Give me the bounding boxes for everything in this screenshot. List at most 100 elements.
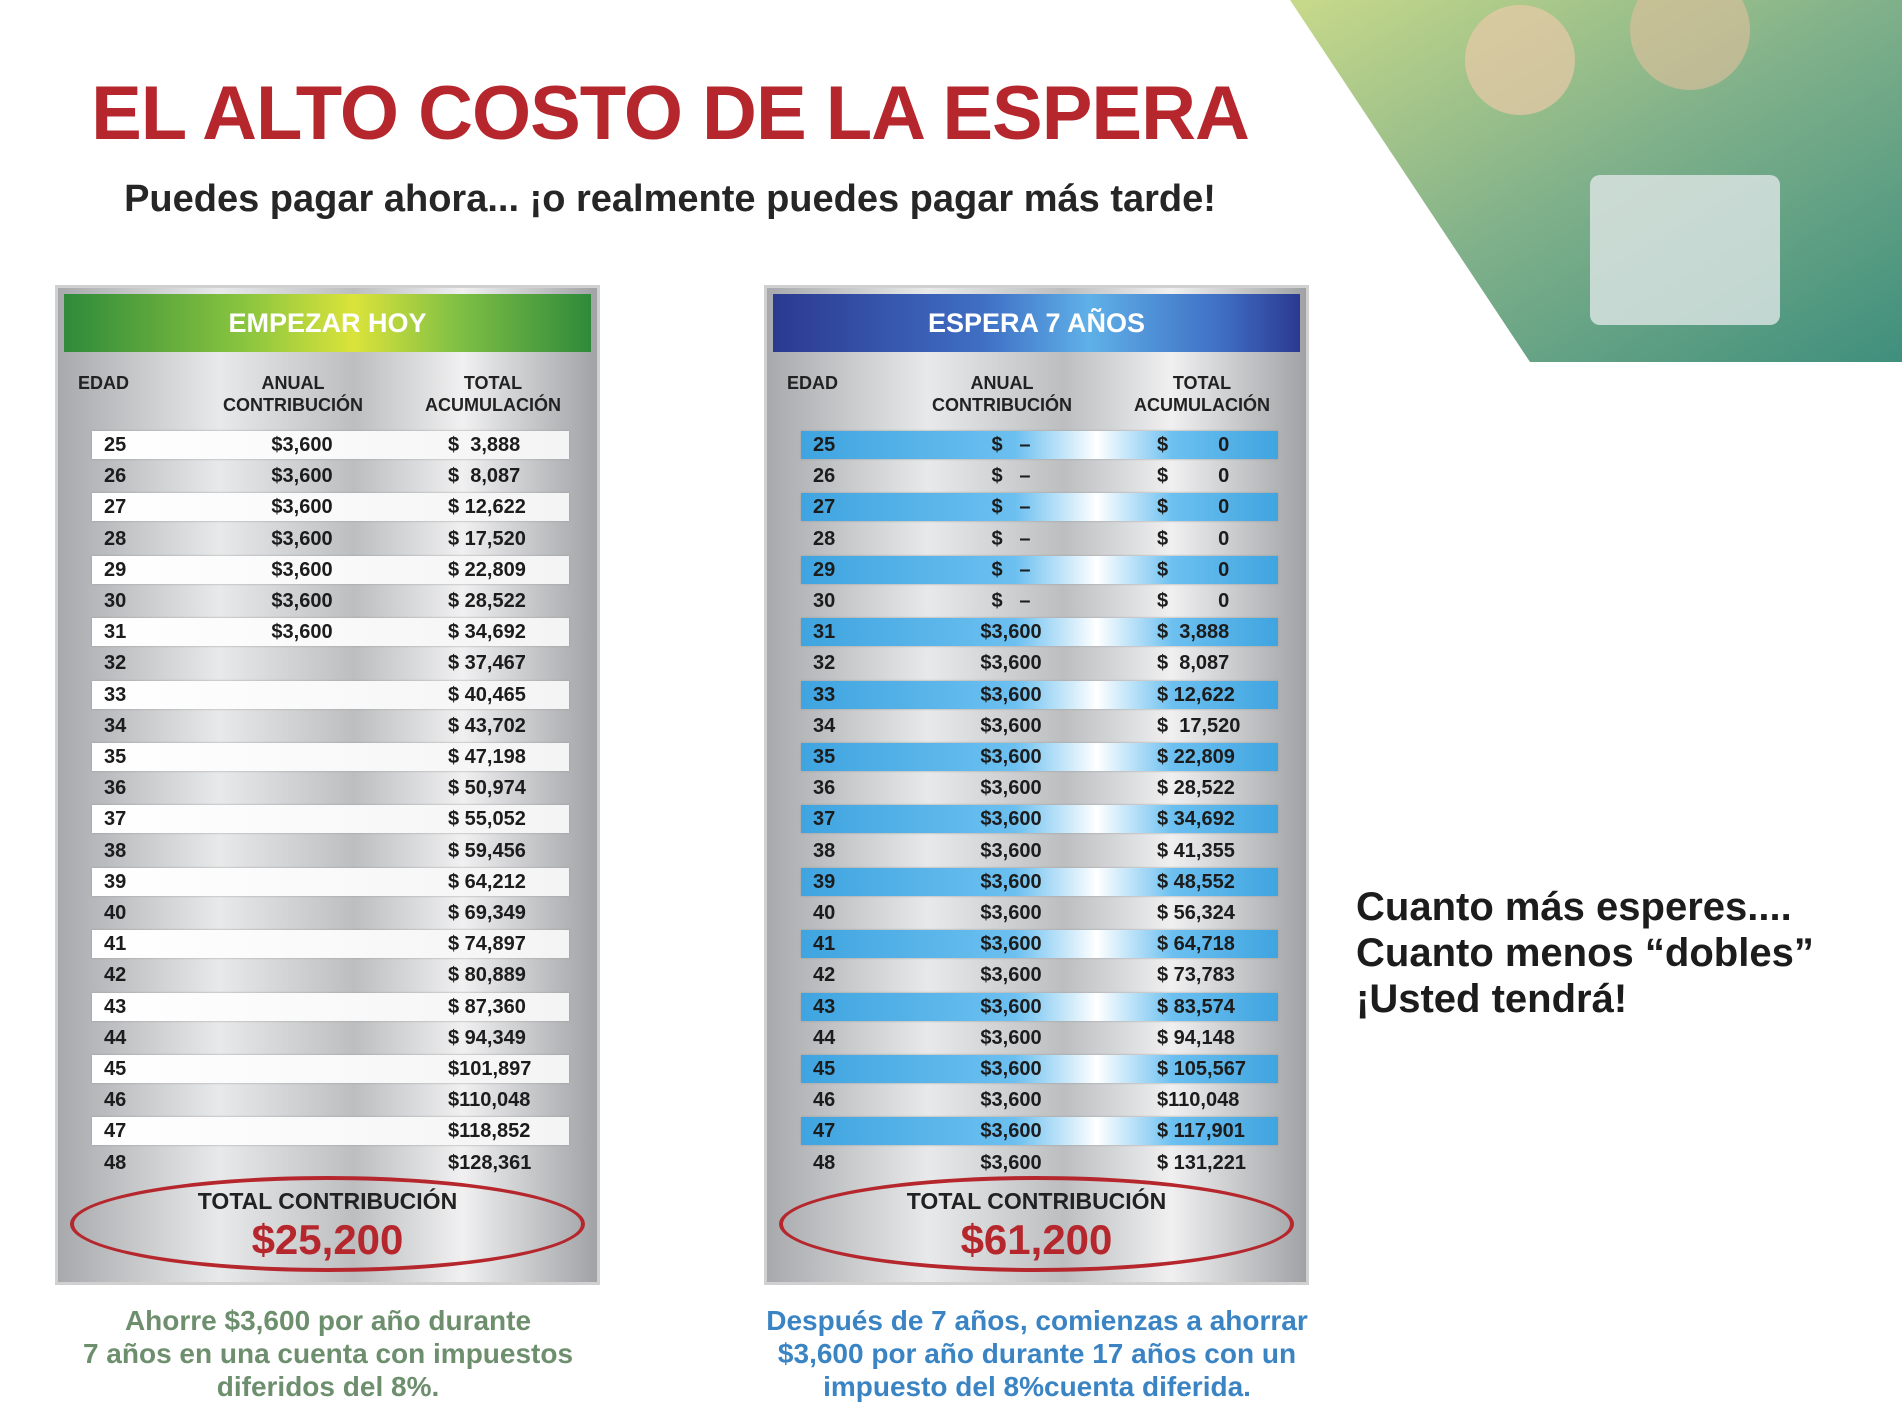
age-cell: 35: [813, 746, 836, 768]
table-row: 27 $3,600 $ 12,622: [92, 493, 569, 522]
table-row: 44 $3,600 $ 94,148: [801, 1024, 1278, 1052]
total-cell: $ 17,520: [448, 527, 526, 550]
table-row: 31 $3,600 $ 34,692: [92, 618, 569, 647]
total-cell: $ 0: [1157, 434, 1230, 456]
total-cell: $ 34,692: [448, 621, 526, 644]
age-cell: 39: [104, 870, 127, 893]
note-line: 7 años en una cuenta con impuestos: [82, 1338, 574, 1369]
total-cell: $110,048: [1157, 1089, 1240, 1112]
total-cell: $ 64,718: [1157, 933, 1235, 956]
table-row: 33 $3,600 $ 12,622: [801, 680, 1278, 709]
age-cell: 26: [104, 465, 127, 488]
age-cell: 28: [104, 527, 127, 550]
total-cell: $ 22,809: [1157, 746, 1235, 768]
total-cell: $ 0: [1157, 590, 1230, 612]
photo-face: [1465, 5, 1575, 115]
table-row: 41 $3,600 $ 64,718: [801, 930, 1278, 959]
contribution-cell: $3,600: [271, 558, 333, 581]
age-cell: 47: [104, 1120, 127, 1143]
age-cell: 43: [104, 995, 127, 1018]
age-cell: 35: [104, 746, 127, 768]
contribution-cell: $3,600: [271, 434, 333, 456]
contribution-cell: $3,600: [980, 964, 1042, 987]
table-row: 41 $ 74,897: [92, 930, 569, 959]
table-row: 39 $3,600 $ 48,552: [801, 867, 1278, 896]
table-row: 26 $ – $ 0: [801, 462, 1278, 490]
table-row: 44 $ 94,349: [92, 1024, 569, 1052]
table-row: 45 $3,600 $ 105,567: [801, 1055, 1278, 1083]
table-note: Después de 7 años, comienzas a ahorrar $3…: [747, 1304, 1327, 1403]
total-ellipse: [779, 1176, 1294, 1272]
total-cell: $ 12,622: [1157, 683, 1235, 706]
contribution-cell: $3,600: [980, 1026, 1042, 1049]
table-row: 42 $3,600 $ 73,783: [801, 961, 1278, 989]
age-cell: 41: [813, 933, 836, 956]
table-row: 26 $3,600 $ 8,087: [92, 462, 569, 490]
total-cell: $ 83,574: [1157, 995, 1235, 1018]
age-cell: 25: [813, 434, 836, 456]
total-cell: $101,897: [448, 1058, 532, 1080]
contribution-cell: $3,600: [980, 746, 1042, 768]
contribution-cell: $3,600: [980, 995, 1042, 1018]
total-cell: $ 28,522: [448, 590, 526, 612]
contribution-cell: $3,600: [980, 1151, 1042, 1174]
total-cell: $ 41,355: [1157, 839, 1235, 862]
table-row: 28 $ – $ 0: [801, 525, 1278, 553]
total-cell: $ 73,783: [1157, 964, 1235, 987]
table-row: 33 $ 40,465: [92, 680, 569, 709]
contribution-cell: $3,600: [980, 1089, 1042, 1112]
table-row: 29 $ – $ 0: [801, 555, 1278, 584]
total-cell: $ 37,467: [448, 652, 526, 675]
table-row: 37 $3,600 $ 34,692: [801, 805, 1278, 834]
contribution-cell: $3,600: [271, 621, 333, 644]
age-cell: 32: [104, 652, 127, 675]
total-cell: $ 47,198: [448, 746, 526, 768]
age-cell: 34: [104, 714, 127, 737]
age-cell: 40: [104, 902, 127, 924]
table-row: 25 $3,600 $ 3,888: [92, 431, 569, 459]
table-row: 36 $ 50,974: [92, 774, 569, 802]
age-cell: 40: [813, 902, 836, 924]
contribution-cell: $3,600: [980, 839, 1042, 862]
age-cell: 42: [813, 964, 836, 987]
total-cell: $ 48,552: [1157, 870, 1235, 893]
subtitle: Puedes pagar ahora... ¡o realmente puede…: [124, 178, 1216, 220]
contribution-cell: $3,600: [980, 902, 1042, 924]
total-cell: $ 0: [1157, 496, 1230, 519]
total-cell: $ 131,221: [1157, 1151, 1246, 1174]
table-row: 43 $3,600 $ 83,574: [801, 992, 1278, 1021]
table-row: 48 $3,600 $ 131,221: [801, 1149, 1278, 1177]
total-cell: $ 12,622: [448, 496, 526, 519]
table-row: 42 $ 80,889: [92, 961, 569, 989]
age-cell: 30: [813, 590, 836, 612]
contribution-cell: $3,600: [980, 933, 1042, 956]
table-row: 27 $ – $ 0: [801, 493, 1278, 522]
table-note: Ahorre $3,600 por año durante 7 años en u…: [38, 1304, 618, 1403]
age-cell: 33: [813, 683, 836, 706]
age-cell: 32: [813, 652, 836, 675]
total-cell: $ 34,692: [1157, 808, 1235, 831]
side-note: Cuanto más esperes.... Cuanto menos “dobl…: [1356, 884, 1814, 1022]
total-cell: $ 8,087: [1157, 652, 1230, 675]
contribution-cell: $3,600: [271, 590, 333, 612]
table-row: 40 $3,600 $ 56,324: [801, 899, 1278, 927]
contribution-cell: $3,600: [980, 808, 1042, 831]
table-row: 34 $ 43,702: [92, 712, 569, 740]
contribution-cell: $3,600: [271, 527, 333, 550]
total-cell: $ 94,148: [1157, 1026, 1235, 1049]
age-cell: 48: [813, 1151, 836, 1174]
age-cell: 25: [104, 434, 127, 456]
age-cell: 38: [813, 839, 836, 862]
total-cell: $ 105,567: [1157, 1058, 1246, 1080]
total-cell: $ 117,901: [1157, 1120, 1245, 1143]
total-cell: $ 69,349: [448, 902, 526, 924]
age-cell: 46: [104, 1089, 127, 1112]
contribution-cell: $ –: [991, 527, 1031, 550]
age-cell: 46: [813, 1089, 836, 1112]
total-cell: $ 74,897: [448, 933, 526, 956]
total-cell: $ 64,212: [448, 870, 526, 893]
table-panel: ESPERA 7 AÑOS EDAD ANUAL CONTRIBUCIÓN TOTAL…: [764, 285, 1309, 1285]
contribution-cell: $3,600: [980, 1058, 1042, 1080]
table-row: 35 $ 47,198: [92, 743, 569, 771]
